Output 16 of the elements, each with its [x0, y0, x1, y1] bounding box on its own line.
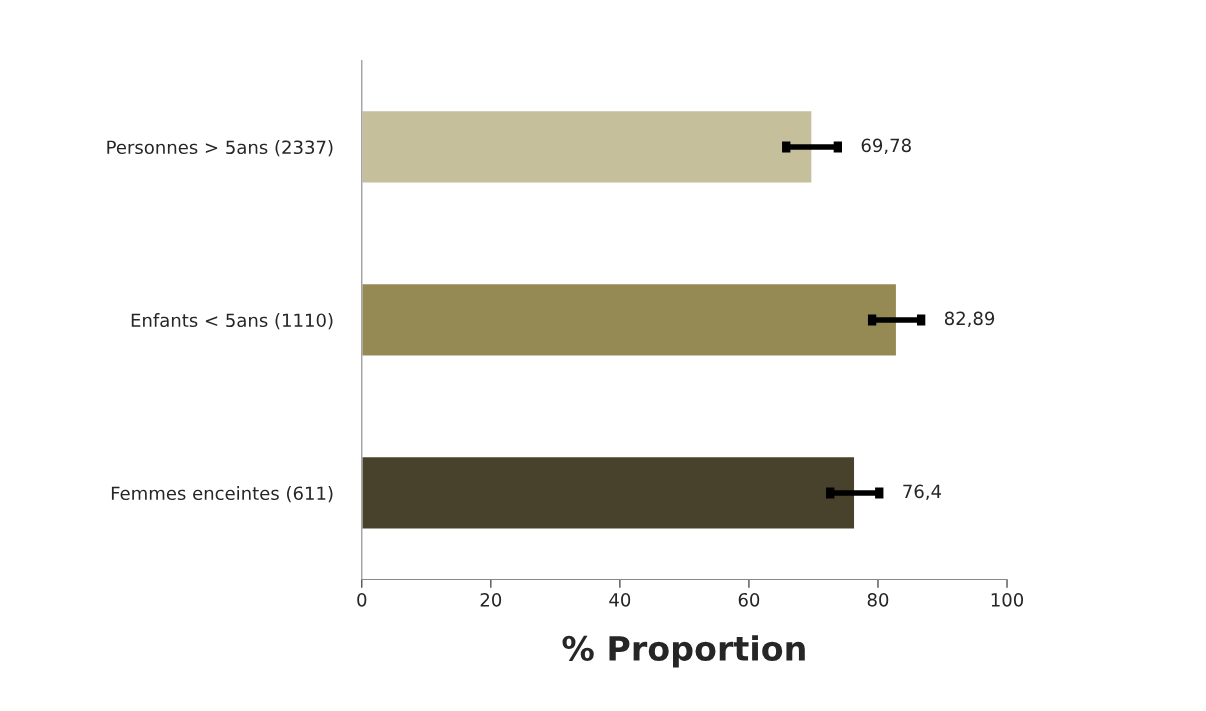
x-tick-label: 0	[357, 592, 367, 607]
y-tick-label: Femmes enceintes (611)	[111, 486, 333, 503]
x-tick-label: 80	[867, 592, 889, 607]
y-tick-label: Personnes > 5ans (2337)	[107, 140, 333, 157]
data-label: 69,78	[861, 138, 911, 155]
y-tick-label: Enfants < 5ans (1110)	[131, 313, 333, 330]
bar	[361, 109, 813, 184]
bar	[361, 282, 898, 357]
x-tick-label: 60	[738, 592, 760, 607]
data-label: 76,4	[903, 484, 942, 501]
x-axis-title: % Proportion	[562, 635, 805, 668]
bar	[361, 455, 856, 530]
x-tick-label: 20	[480, 592, 502, 607]
x-tick-label: 100	[991, 592, 1024, 607]
data-label: 82,89	[944, 311, 995, 328]
x-tick-label: 40	[609, 592, 631, 607]
